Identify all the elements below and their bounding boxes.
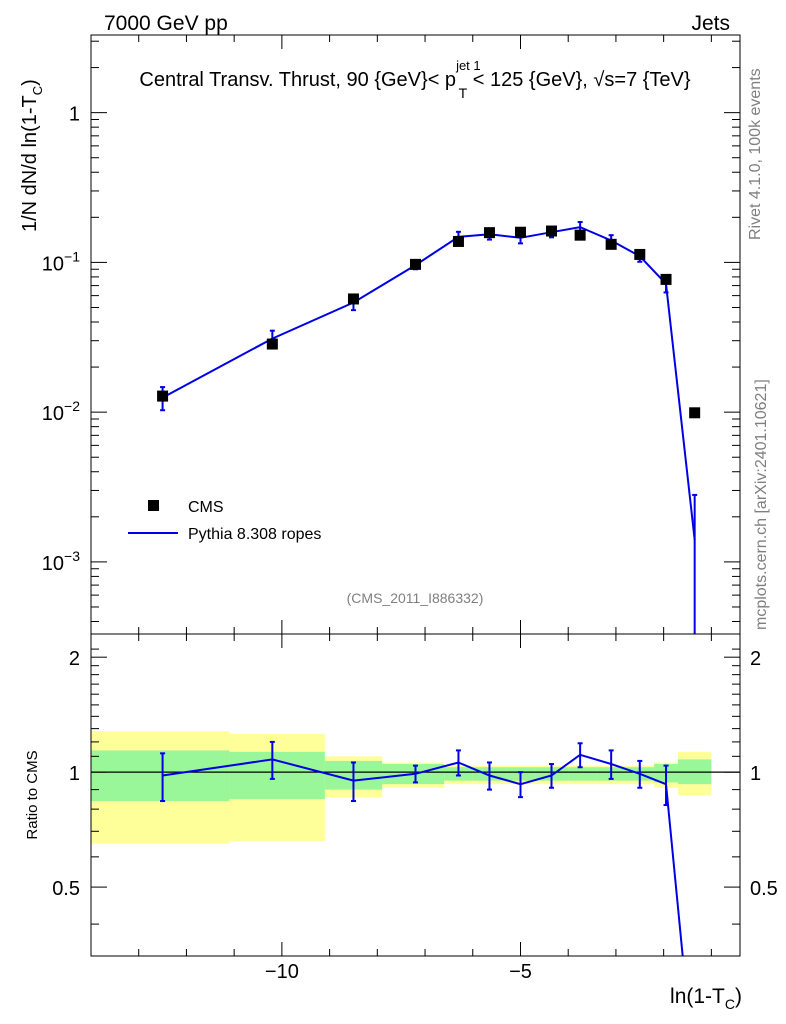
title-sub: T	[459, 85, 468, 101]
ratio-tick-label-right: 0.5	[750, 878, 778, 900]
main-frame	[90, 34, 741, 635]
cms-data-point	[546, 225, 558, 237]
title-rest: < 125 {GeV}, √s=7 {TeV}	[467, 69, 691, 91]
legend-label-mc: Pythia 8.308 ropes	[188, 526, 321, 543]
cms-data-point	[605, 238, 617, 250]
ratio-panel	[90, 633, 741, 957]
ratio-tick-label-right: 2	[750, 648, 761, 670]
cms-data-point	[452, 235, 464, 247]
rivet-label: Rivet 4.1.0, 100k events	[747, 68, 764, 240]
title-sup: jet 1	[455, 58, 481, 73]
main-ticks	[90, 35, 740, 634]
cms-data-point	[347, 293, 359, 305]
ratio-tick-label-left: 0.5	[52, 878, 80, 900]
ratio-data-layer	[91, 731, 740, 957]
x-tick-label: −10	[265, 961, 299, 983]
ratio-ticks	[90, 634, 740, 956]
header-left: 7000 GeV pp	[104, 12, 228, 35]
x-tick-label: −5	[509, 961, 532, 983]
ratio-band-inner	[568, 767, 597, 781]
title-main: Central Transv. Thrust, 90 {GeV}< p	[139, 69, 456, 91]
analysis-id: (CMS_2011_I886332)	[347, 590, 484, 606]
legend: CMS Pythia 8.308 ropes	[128, 499, 321, 543]
ratio-band-inner	[91, 750, 230, 802]
plot-title: Central Transv. Thrust, 90 {GeV}< pjet 1…	[139, 58, 690, 101]
ratio-y-label: Ratio to CMS	[24, 750, 41, 839]
cms-data-point	[660, 273, 672, 285]
y-label-suffix: )	[19, 79, 41, 86]
cms-data-point	[410, 258, 421, 270]
cms-data-point	[574, 229, 586, 241]
cms-data-point	[514, 226, 526, 238]
y-label-prefix: 1/N dN/d ln(1-T	[19, 95, 41, 232]
main-data-layer	[157, 221, 701, 634]
mc-series-line	[162, 226, 696, 541]
legend-label-cms: CMS	[188, 499, 224, 516]
x-axis-label: ln(1-TC)	[670, 985, 742, 1012]
ratio-frame	[90, 633, 741, 957]
cms-data-point	[157, 390, 169, 402]
header-right: Jets	[691, 12, 730, 35]
ratio-tick-label-left: 2	[69, 648, 80, 670]
main-panel	[90, 34, 741, 635]
y-tick-label: 10−1	[42, 248, 80, 275]
cms-data-point	[634, 248, 646, 260]
cms-data-point	[689, 407, 701, 419]
cms-data-point	[266, 338, 278, 350]
cms-data-point	[483, 227, 495, 239]
y-tick-label: 10−2	[42, 398, 80, 425]
ratio-band-inner	[229, 751, 325, 800]
ratio-tick-label-right: 1	[750, 763, 761, 785]
y-tick-label: 10−3	[42, 548, 80, 575]
y-axis-label: 1/N dN/d ln(1-TC)	[19, 79, 45, 232]
ratio-tick-label-left: 1	[69, 763, 80, 785]
y-label-sub: C	[30, 86, 45, 95]
mcplots-label: mcplots.cern.ch [arXiv:2401.10621]	[753, 379, 770, 630]
y-tick-label: 1	[69, 104, 80, 126]
legend-marker-cms	[148, 500, 159, 511]
